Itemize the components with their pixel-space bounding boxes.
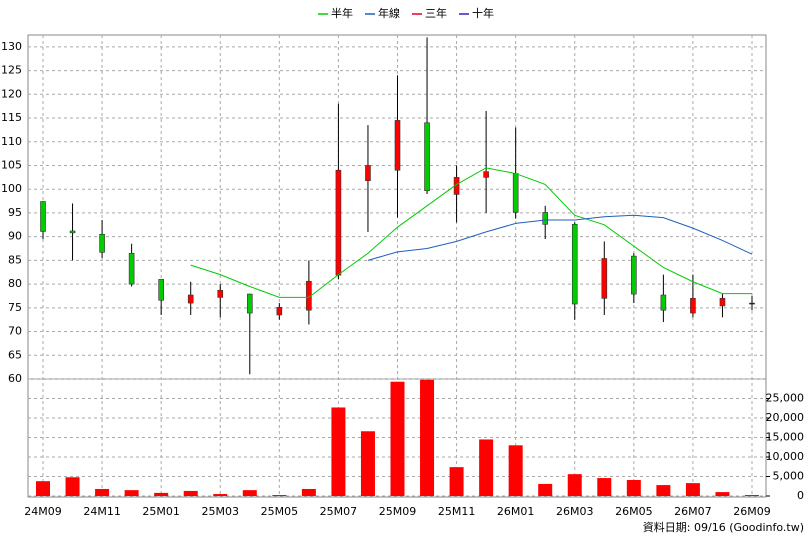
volume-bar (301, 488, 316, 496)
candle-body (631, 255, 637, 295)
candle-body (40, 201, 46, 232)
volume-bar (508, 445, 523, 496)
candle-body (187, 294, 194, 304)
volume-bar (65, 477, 80, 496)
x-tick-label: 26M07 (674, 505, 712, 518)
volume-bar (36, 481, 50, 496)
candle-body (69, 230, 76, 234)
y-tick-label: 75 (8, 301, 22, 314)
legend-label: 三年 (425, 6, 447, 20)
candle-body (542, 212, 549, 225)
y-tick-label: 85 (8, 253, 22, 266)
y-tick-label: 130 (1, 40, 22, 53)
volume-bar (390, 381, 405, 496)
y-tick-label: 105 (1, 158, 22, 171)
candle-body (158, 279, 164, 301)
candle-body (128, 252, 135, 285)
candle-body (483, 171, 489, 178)
candle-body (512, 173, 519, 213)
volume-bar (567, 474, 582, 496)
x-tick-label: 26M09 (733, 505, 771, 518)
candle-body (601, 258, 608, 299)
volume-bar (95, 488, 110, 496)
volume-bar (272, 495, 287, 496)
candle-body (719, 298, 726, 307)
volume-bar (213, 494, 228, 496)
legend-label: 十年 (472, 6, 494, 20)
y2-tick-label: 0 (797, 489, 804, 502)
y2-tick-label: 15,000 (766, 431, 805, 444)
volume-bar (745, 495, 759, 496)
candle-body (749, 302, 755, 305)
x-tick-label: 25M01 (142, 505, 180, 518)
volume-bar (538, 483, 553, 496)
candle-body (424, 122, 430, 191)
x-tick-label: 26M03 (556, 505, 594, 518)
x-tick-label: 25M07 (320, 505, 358, 518)
y-tick-label: 115 (1, 111, 22, 124)
candle-body (276, 307, 283, 316)
volume-bar (685, 483, 700, 496)
y-tick-label: 60 (8, 372, 22, 385)
y-tick-label: 100 (1, 182, 22, 195)
candle-body (217, 289, 224, 298)
y2-tick-label: 20,000 (766, 411, 805, 424)
y-tick-label: 120 (1, 87, 22, 100)
candle-body (571, 224, 578, 305)
candle-body (365, 165, 371, 181)
x-tick-label: 25M03 (202, 505, 240, 518)
legend-label: 半年 (331, 6, 353, 20)
candle-body (246, 293, 253, 314)
volume-bar (449, 467, 464, 496)
volume-bar (183, 490, 198, 496)
volume-bar (479, 439, 494, 496)
x-tick-label: 24M11 (83, 505, 121, 518)
x-tick-label: 26M01 (497, 505, 535, 518)
volume-bar (331, 407, 346, 496)
candle-body (660, 294, 667, 311)
y-tick-label: 70 (8, 325, 22, 338)
y-tick-label: 125 (1, 64, 22, 77)
y-tick-label: 65 (8, 348, 22, 361)
x-tick-label: 24M09 (24, 505, 62, 518)
volume-bar (242, 490, 257, 496)
x-tick-label: 25M05 (261, 505, 299, 518)
footnote: 資料日期: 09/16 (Goodinfo.tw) (643, 520, 804, 534)
volume-bar (715, 492, 730, 496)
ma-line (190, 167, 752, 298)
candle-body (99, 233, 105, 253)
candle-body (690, 298, 696, 314)
y2-tick-label: 25,000 (766, 392, 805, 405)
volume-bar (597, 478, 612, 496)
volume-bar (420, 379, 435, 496)
candle-body (394, 120, 401, 171)
y-tick-label: 95 (8, 206, 22, 219)
volume-bar (656, 485, 671, 496)
y2-tick-label: 10,000 (766, 450, 805, 463)
volume-bar (360, 431, 375, 496)
candle-body (335, 169, 342, 276)
ma-line (367, 214, 753, 261)
y-tick-label: 110 (1, 135, 22, 148)
volume-bar (154, 492, 169, 496)
volume-bar (124, 490, 139, 496)
y2-tick-label: 5,000 (773, 470, 805, 483)
y-tick-label: 80 (8, 277, 22, 290)
x-tick-label: 26M05 (615, 505, 653, 518)
x-tick-label: 25M11 (438, 505, 476, 518)
x-tick-label: 25M09 (379, 505, 417, 518)
legend-label: 年線 (378, 6, 400, 20)
volume-bar (626, 480, 641, 496)
y-tick-label: 90 (8, 230, 22, 243)
